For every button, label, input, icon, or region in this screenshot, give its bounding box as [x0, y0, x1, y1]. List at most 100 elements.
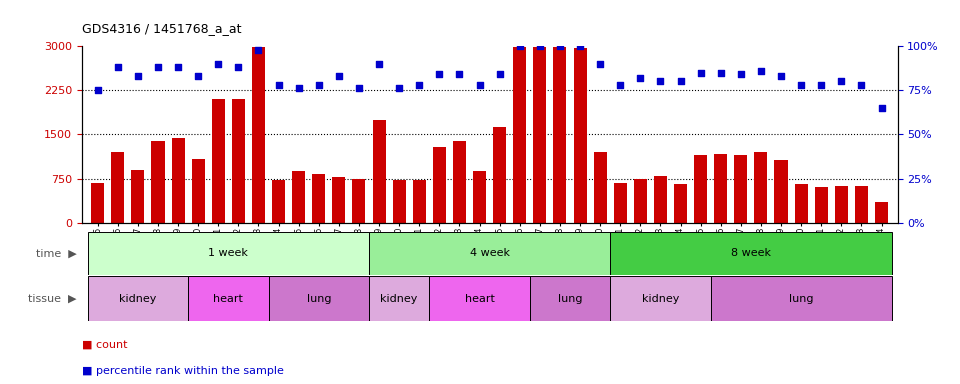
Bar: [613, 183, 627, 223]
Bar: [111, 152, 124, 223]
Bar: [269, 276, 369, 321]
Point: [392, 85, 407, 91]
Bar: [734, 155, 748, 223]
Bar: [87, 232, 369, 275]
Text: lung: lung: [306, 293, 331, 304]
Point: [151, 64, 166, 70]
Bar: [272, 180, 285, 223]
Text: GDS4316 / 1451768_a_at: GDS4316 / 1451768_a_at: [82, 22, 241, 35]
Text: ■ count: ■ count: [82, 339, 127, 349]
Bar: [795, 184, 807, 223]
Bar: [429, 276, 530, 321]
Bar: [372, 120, 386, 223]
Text: time  ▶: time ▶: [36, 248, 77, 258]
Bar: [231, 99, 245, 223]
Point: [110, 64, 126, 70]
Point: [331, 73, 347, 79]
Bar: [534, 47, 546, 223]
Point: [713, 70, 729, 76]
Point: [452, 71, 468, 78]
Text: kidney: kidney: [380, 293, 418, 304]
Point: [813, 82, 828, 88]
Point: [833, 78, 849, 84]
Point: [853, 82, 869, 88]
Point: [512, 43, 527, 49]
Bar: [192, 159, 204, 223]
Point: [210, 61, 226, 67]
Bar: [188, 276, 269, 321]
Point: [572, 43, 588, 49]
Bar: [413, 180, 426, 223]
Point: [351, 85, 367, 91]
Point: [532, 43, 547, 49]
Bar: [694, 155, 708, 223]
Bar: [473, 171, 486, 223]
Point: [492, 71, 507, 78]
Text: ■ percentile rank within the sample: ■ percentile rank within the sample: [82, 366, 283, 376]
Bar: [553, 47, 566, 223]
Point: [291, 85, 306, 91]
Bar: [674, 184, 687, 223]
Bar: [573, 48, 587, 223]
Bar: [611, 232, 892, 275]
Bar: [453, 141, 466, 223]
Bar: [815, 187, 828, 223]
Point: [552, 43, 567, 49]
Text: heart: heart: [213, 293, 243, 304]
Point: [230, 64, 246, 70]
Point: [311, 82, 326, 88]
Bar: [514, 47, 526, 223]
Text: lung: lung: [789, 293, 813, 304]
Point: [874, 105, 889, 111]
Text: 8 week: 8 week: [731, 248, 771, 258]
Bar: [634, 179, 647, 223]
Point: [251, 46, 266, 53]
Bar: [312, 174, 325, 223]
Bar: [369, 276, 429, 321]
Point: [794, 82, 809, 88]
Bar: [172, 138, 184, 223]
Bar: [493, 127, 506, 223]
Bar: [593, 152, 607, 223]
Bar: [87, 276, 188, 321]
Bar: [132, 170, 144, 223]
Text: 4 week: 4 week: [469, 248, 510, 258]
Bar: [710, 276, 892, 321]
Text: 1 week: 1 week: [208, 248, 249, 258]
Text: kidney: kidney: [641, 293, 679, 304]
Bar: [91, 183, 105, 223]
Bar: [611, 276, 710, 321]
Bar: [292, 172, 305, 223]
Point: [693, 70, 708, 76]
Bar: [755, 152, 767, 223]
Bar: [252, 47, 265, 223]
Bar: [714, 154, 728, 223]
Bar: [855, 186, 868, 223]
Bar: [835, 186, 848, 223]
Point: [432, 71, 447, 78]
Point: [190, 73, 205, 79]
Bar: [875, 202, 888, 223]
Text: kidney: kidney: [119, 293, 156, 304]
Point: [633, 75, 648, 81]
Text: lung: lung: [558, 293, 583, 304]
Point: [673, 78, 688, 84]
Point: [412, 82, 427, 88]
Point: [653, 78, 668, 84]
Point: [774, 73, 789, 79]
Bar: [530, 276, 611, 321]
Bar: [332, 177, 346, 223]
Point: [472, 82, 488, 88]
Point: [90, 87, 106, 93]
Point: [733, 71, 749, 78]
Point: [271, 82, 286, 88]
Text: heart: heart: [465, 293, 494, 304]
Bar: [152, 141, 164, 223]
Bar: [212, 99, 225, 223]
Bar: [775, 160, 787, 223]
Point: [170, 64, 185, 70]
Text: tissue  ▶: tissue ▶: [28, 293, 77, 304]
Bar: [393, 180, 406, 223]
Bar: [654, 176, 667, 223]
Point: [131, 73, 146, 79]
